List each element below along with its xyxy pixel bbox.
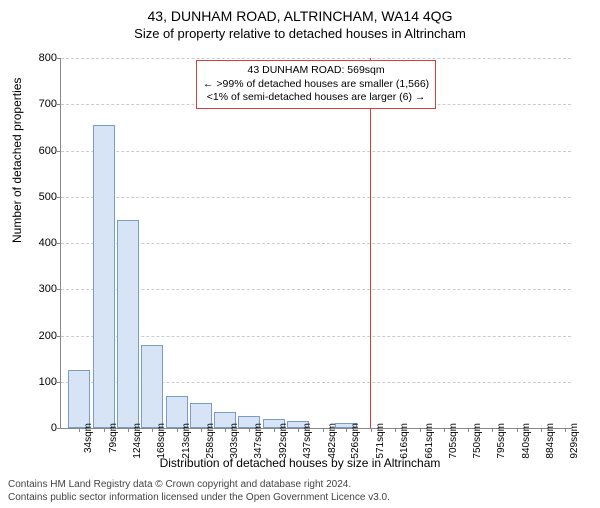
chart-title-sub: Size of property relative to detached ho… [0, 26, 600, 41]
xtick-mark [541, 428, 542, 432]
xtick-mark [346, 428, 347, 432]
gridline [61, 197, 571, 198]
xtick-label: 795sqm [496, 423, 507, 459]
xtick-label: 168sqm [156, 423, 167, 459]
footer-attribution: Contains HM Land Registry data © Crown c… [8, 479, 390, 504]
xtick-mark [249, 428, 250, 432]
ytick-label: 500 [17, 191, 57, 203]
ytick-mark [57, 382, 61, 383]
xtick-mark [79, 428, 80, 432]
ytick-mark [57, 243, 61, 244]
xtick-label: 303sqm [229, 423, 240, 459]
xtick-mark [420, 428, 421, 432]
chart-area: 010020030040050060070080034sqm79sqm124sq… [60, 58, 570, 428]
property-marker-line [370, 58, 371, 428]
xtick-mark [201, 428, 202, 432]
xtick-label: 34sqm [83, 423, 94, 453]
ytick-label: 100 [17, 376, 57, 388]
xtick-mark [492, 428, 493, 432]
chart-title-main: 43, DUNHAM ROAD, ALTRINCHAM, WA14 4QG [0, 8, 600, 24]
ytick-mark [57, 58, 61, 59]
xtick-label: 482sqm [327, 423, 338, 459]
xtick-label: 347sqm [253, 423, 264, 459]
ytick-mark [57, 151, 61, 152]
xtick-label: 437sqm [302, 423, 313, 459]
gridline [61, 58, 571, 59]
annotation-box: 43 DUNHAM ROAD: 569sqm← >99% of detached… [196, 60, 436, 109]
xtick-mark [444, 428, 445, 432]
histogram-bar [117, 220, 139, 428]
ytick-mark [57, 104, 61, 105]
plot-region: 010020030040050060070080034sqm79sqm124sq… [60, 58, 571, 429]
footer-line-1: Contains HM Land Registry data © Crown c… [8, 479, 390, 492]
xtick-mark [128, 428, 129, 432]
ytick-label: 300 [17, 283, 57, 295]
xtick-label: 124sqm [132, 423, 143, 459]
ytick-mark [57, 289, 61, 290]
ytick-label: 0 [17, 422, 57, 434]
ytick-label: 400 [17, 237, 57, 249]
x-axis-label: Distribution of detached houses by size … [0, 456, 600, 470]
xtick-mark [152, 428, 153, 432]
xtick-mark [177, 428, 178, 432]
ytick-label: 700 [17, 98, 57, 110]
gridline [61, 151, 571, 152]
xtick-label: 79sqm [108, 423, 119, 453]
xtick-label: 750sqm [472, 423, 483, 459]
xtick-label: 616sqm [399, 423, 410, 459]
histogram-bar [93, 125, 115, 428]
histogram-bar [141, 345, 163, 428]
xtick-label: 884sqm [545, 423, 556, 459]
xtick-mark [298, 428, 299, 432]
xtick-mark [468, 428, 469, 432]
xtick-mark [104, 428, 105, 432]
xtick-label: 571sqm [375, 423, 386, 459]
xtick-label: 526sqm [350, 423, 361, 459]
footer-line-2: Contains public sector information licen… [8, 492, 390, 505]
annotation-line: <1% of semi-detached houses are larger (… [203, 91, 429, 105]
ytick-label: 200 [17, 330, 57, 342]
annotation-line: ← >99% of detached houses are smaller (1… [203, 78, 429, 92]
xtick-mark [395, 428, 396, 432]
xtick-mark [323, 428, 324, 432]
xtick-label: 705sqm [448, 423, 459, 459]
ytick-mark [57, 428, 61, 429]
xtick-mark [274, 428, 275, 432]
histogram-bar [68, 370, 90, 428]
xtick-mark [565, 428, 566, 432]
xtick-mark [517, 428, 518, 432]
xtick-label: 929sqm [569, 423, 580, 459]
xtick-label: 661sqm [424, 423, 435, 459]
xtick-label: 840sqm [521, 423, 532, 459]
ytick-label: 600 [17, 145, 57, 157]
ytick-label: 800 [17, 52, 57, 64]
annotation-line: 43 DUNHAM ROAD: 569sqm [203, 64, 429, 78]
xtick-label: 258sqm [205, 423, 216, 459]
ytick-mark [57, 197, 61, 198]
xtick-mark [371, 428, 372, 432]
ytick-mark [57, 336, 61, 337]
xtick-label: 392sqm [278, 423, 289, 459]
xtick-label: 213sqm [181, 423, 192, 459]
xtick-mark [225, 428, 226, 432]
